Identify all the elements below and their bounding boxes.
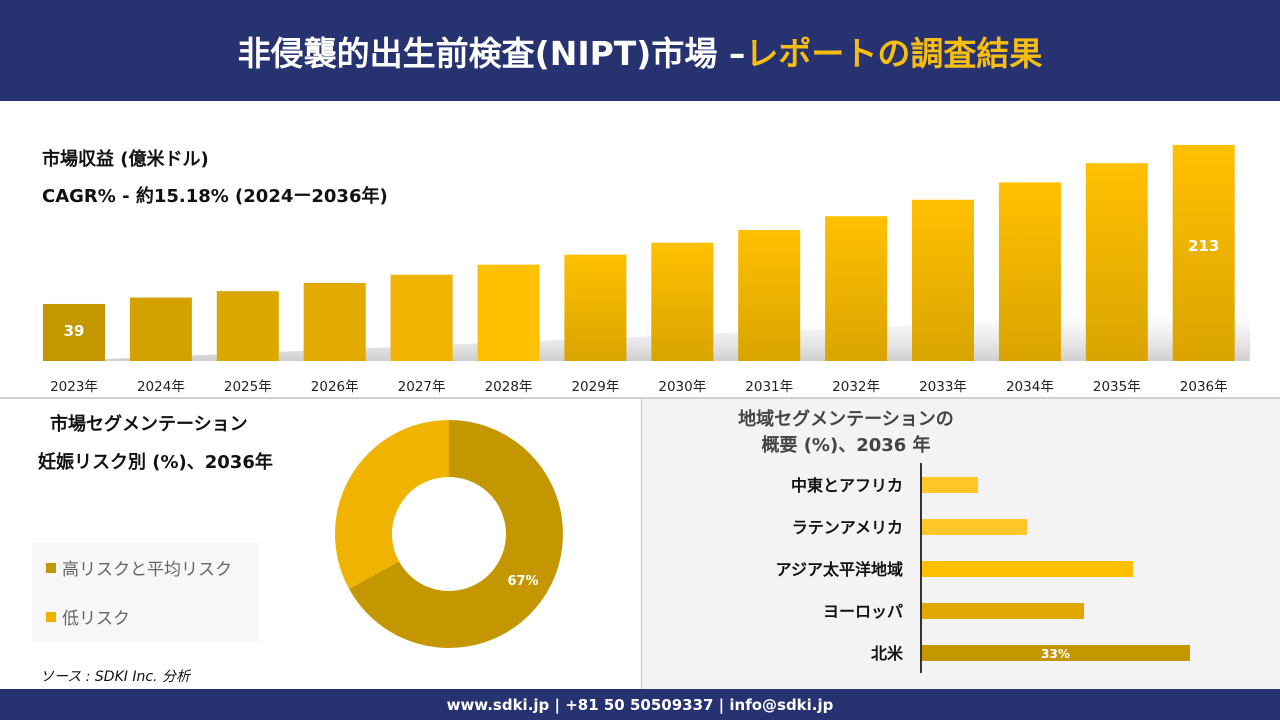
divider [0, 397, 1280, 399]
bar-2035年 [1085, 163, 1148, 361]
bar-2033年 [912, 199, 974, 361]
x-tick-label: 2036年 [1180, 379, 1228, 395]
bar-data-label: 213 [1188, 237, 1219, 255]
x-tick-label: 2027年 [398, 379, 446, 395]
bar-2026年 [303, 282, 366, 361]
cagr-subtitle: CAGR% - 約15.18% (2024ー2036年) [42, 186, 388, 207]
donut-legend: 高リスクと平均リスク 低リスク [32, 543, 259, 642]
regional-panel [641, 399, 1280, 689]
revenue-chart-title: 市場収益 (億米ドル) [42, 149, 209, 170]
x-tick-label: 2030年 [658, 379, 706, 395]
page-header: 非侵襲的出生前検査(NIPT)市場 – レポートの調査結果 [0, 0, 1280, 101]
x-tick-label: 2032年 [832, 379, 880, 395]
footer-contact: www.sdki.jp | +81 50 50509337 | info@sdk… [0, 689, 1280, 720]
segment-title: 市場セグメンテーション [50, 414, 248, 435]
regional-title: 地域セグメンテーションの [738, 409, 954, 430]
legend-label: 低リスク [62, 609, 130, 629]
bar-2034年 [998, 182, 1061, 361]
revenue-bar-chart: 39 2023年 2024年 2025年 2026年 2027年 2028年 2029年 203… [43, 144, 1250, 395]
regional-subtitle: 概要 (%)、2036 年 [761, 435, 931, 456]
bar-2028年 [477, 264, 540, 361]
x-tick-label: 2024年 [137, 379, 185, 395]
title-main: 非侵襲的出生前検査(NIPT)市場 – [237, 33, 746, 73]
donut-slice-0 [349, 420, 563, 648]
region-bar [921, 519, 1027, 535]
legend-item-low-risk: 低リスク [46, 604, 130, 629]
region-label: 中東とアフリカ [791, 476, 903, 495]
region-label: アジア太平洋地域 [776, 560, 903, 579]
x-tick-label: 2029年 [571, 379, 619, 395]
x-tick-label: 2034年 [1006, 379, 1054, 395]
region-bar [921, 477, 979, 493]
x-tick-label: 2025年 [224, 379, 272, 395]
title-highlight: レポートの調査結果 [745, 33, 1043, 73]
x-tick-label: 2035年 [1093, 379, 1141, 395]
risk-donut-chart: 67% [335, 420, 563, 648]
region-bar [921, 603, 1085, 619]
legend-label: 高リスクと平均リスク [62, 560, 232, 580]
bar-2024年 [129, 297, 192, 361]
legend-swatch [46, 611, 56, 622]
bar-2023年 [43, 303, 105, 361]
bar-2025年 [216, 291, 279, 361]
x-tick-label: 2033年 [919, 379, 967, 395]
region-label: ヨーロッパ [823, 602, 903, 621]
bar-2030年 [651, 242, 714, 361]
bar-2032年 [825, 216, 888, 361]
x-tick-label: 2026年 [311, 379, 359, 395]
bar-2027年 [390, 274, 453, 361]
legend-swatch [46, 562, 56, 573]
region-label: 北米 [871, 644, 904, 663]
region-bar [921, 561, 1133, 577]
bar-2029年 [564, 254, 627, 361]
x-tick-label: 2031年 [745, 379, 793, 395]
segment-subtitle: 妊娠リスク別 (%)、2036年 [38, 452, 273, 473]
bar-2036年 [1172, 144, 1235, 361]
region-bar [921, 645, 1190, 661]
donut-data-label: 67% [507, 574, 538, 589]
source-note: ソース : SDKI Inc. 分析 [40, 669, 190, 685]
donut-slice-1 [335, 420, 449, 589]
region-label: ラテンアメリカ [792, 518, 903, 537]
bar-data-label: 39 [64, 322, 85, 340]
x-tick-label: 2023年 [50, 379, 98, 395]
legend-item-high-risk: 高リスクと平均リスク [46, 555, 232, 580]
region-data-label: 33% [1041, 647, 1070, 661]
x-tick-label: 2028年 [485, 379, 533, 395]
bar-2031年 [738, 229, 801, 361]
